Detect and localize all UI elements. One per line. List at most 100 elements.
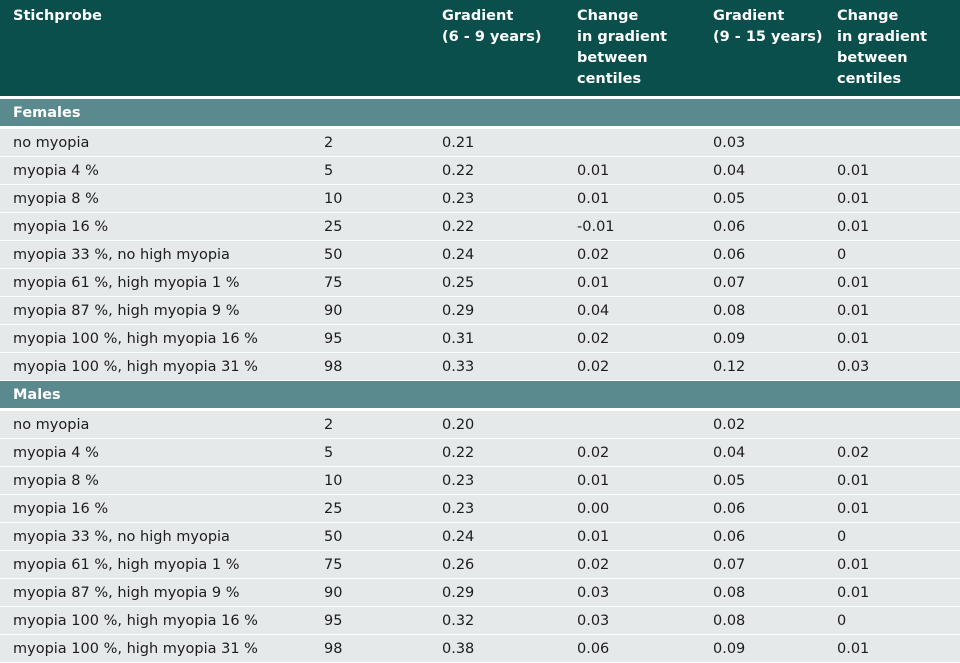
cell-gradient-9-15: 0.07 [700, 551, 835, 579]
header-line: Change [837, 8, 899, 24]
cell-change-9-15: 0.02 [835, 439, 960, 467]
section-title: Males [0, 381, 960, 411]
header-line: (6 - 9 years) [442, 29, 542, 45]
cell-centile: 25 [311, 213, 429, 241]
cell-sample: myopia 100 %, high myopia 16 % [0, 325, 311, 353]
header-line: in gradient [837, 29, 928, 45]
table-row: myopia 61 %, high myopia 1 % 75 0.25 0.01 0.… [0, 269, 960, 297]
cell-change-6-9: 0.01 [564, 185, 700, 213]
cell-centile: 75 [311, 551, 429, 579]
cell-gradient-9-15: 0.08 [700, 297, 835, 325]
cell-sample: myopia 87 %, high myopia 9 % [0, 297, 311, 325]
cell-sample: myopia 4 % [0, 157, 311, 185]
cell-gradient-6-9: 0.23 [429, 495, 564, 523]
cell-gradient-6-9: 0.25 [429, 269, 564, 297]
cell-change-9-15: 0.01 [835, 157, 960, 185]
cell-change-6-9: 0.06 [564, 635, 700, 663]
cell-gradient-6-9: 0.29 [429, 579, 564, 607]
cell-centile: 98 [311, 635, 429, 663]
header-line: centiles [577, 71, 642, 87]
cell-gradient-9-15: 0.05 [700, 467, 835, 495]
cell-gradient-9-15: 0.04 [700, 157, 835, 185]
header-change-6-9: Change in gradient between centiles [564, 0, 700, 99]
cell-gradient-9-15: 0.07 [700, 269, 835, 297]
cell-change-9-15 [835, 129, 960, 157]
cell-change-6-9: 0.02 [564, 241, 700, 269]
cell-sample: myopia 61 %, high myopia 1 % [0, 551, 311, 579]
cell-sample: myopia 61 %, high myopia 1 % [0, 269, 311, 297]
table-row: myopia 100 %, high myopia 31 % 98 0.33 0.02… [0, 353, 960, 381]
header-change-9-15: Change in gradient between centiles [835, 0, 960, 99]
header-gradient-6-9: Gradient (6 - 9 years) [429, 0, 564, 99]
cell-gradient-6-9: 0.31 [429, 325, 564, 353]
cell-sample: myopia 8 % [0, 185, 311, 213]
cell-centile: 10 [311, 185, 429, 213]
cell-gradient-9-15: 0.08 [700, 579, 835, 607]
cell-change-9-15: 0.01 [835, 635, 960, 663]
header-line: (9 - 15 years) [713, 29, 823, 45]
cell-gradient-9-15: 0.05 [700, 185, 835, 213]
cell-change-9-15: 0.01 [835, 213, 960, 241]
section-row: Females [0, 99, 960, 129]
table-row: no myopia 2 0.20 0.02 [0, 411, 960, 439]
header-line: in gradient [577, 29, 668, 45]
cell-change-9-15: 0.01 [835, 185, 960, 213]
cell-gradient-9-15: 0.04 [700, 439, 835, 467]
table-row: myopia 87 %, high myopia 9 % 90 0.29 0.03 0.… [0, 579, 960, 607]
cell-centile: 5 [311, 157, 429, 185]
table-row: myopia 16 % 25 0.23 0.00 0.06 0.01 [0, 495, 960, 523]
cell-change-9-15: 0 [835, 241, 960, 269]
cell-sample: myopia 100 %, high myopia 31 % [0, 353, 311, 381]
cell-gradient-9-15: 0.09 [700, 635, 835, 663]
table-body: Females no myopia 2 0.21 0.03 myopia 4 % 5 0.22… [0, 99, 960, 663]
cell-change-9-15: 0 [835, 607, 960, 635]
cell-gradient-9-15: 0.02 [700, 411, 835, 439]
header-sample: Stichprobe [0, 0, 311, 99]
cell-centile: 90 [311, 579, 429, 607]
cell-centile: 10 [311, 467, 429, 495]
cell-gradient-9-15: 0.06 [700, 523, 835, 551]
table-row: myopia 16 % 25 0.22 -0.01 0.06 0.01 [0, 213, 960, 241]
cell-centile: 50 [311, 523, 429, 551]
cell-centile: 75 [311, 269, 429, 297]
cell-gradient-6-9: 0.24 [429, 241, 564, 269]
cell-change-9-15: 0.01 [835, 579, 960, 607]
cell-centile: 90 [311, 297, 429, 325]
cell-sample: no myopia [0, 129, 311, 157]
cell-gradient-9-15: 0.06 [700, 213, 835, 241]
cell-centile: 25 [311, 495, 429, 523]
cell-sample: myopia 100 %, high myopia 31 % [0, 635, 311, 663]
cell-change-9-15: 0 [835, 523, 960, 551]
cell-change-6-9: 0.03 [564, 579, 700, 607]
table-row: myopia 87 %, high myopia 9 % 90 0.29 0.04 0.… [0, 297, 960, 325]
cell-gradient-9-15: 0.12 [700, 353, 835, 381]
cell-centile: 50 [311, 241, 429, 269]
header-row: Stichprobe Gradient (6 - 9 years) Change i… [0, 0, 960, 99]
cell-sample: myopia 16 % [0, 213, 311, 241]
cell-gradient-6-9: 0.21 [429, 129, 564, 157]
table-row: no myopia 2 0.21 0.03 [0, 129, 960, 157]
cell-gradient-6-9: 0.29 [429, 297, 564, 325]
cell-sample: no myopia [0, 411, 311, 439]
cell-gradient-6-9: 0.22 [429, 213, 564, 241]
header-centile [311, 0, 429, 99]
cell-change-9-15: 0.01 [835, 269, 960, 297]
cell-centile: 95 [311, 325, 429, 353]
cell-sample: myopia 8 % [0, 467, 311, 495]
table-row: myopia 8 % 10 0.23 0.01 0.05 0.01 [0, 185, 960, 213]
cell-change-9-15: 0.03 [835, 353, 960, 381]
cell-centile: 2 [311, 411, 429, 439]
header-line: Gradient [442, 8, 514, 24]
cell-gradient-6-9: 0.38 [429, 635, 564, 663]
cell-centile: 98 [311, 353, 429, 381]
cell-gradient-6-9: 0.23 [429, 185, 564, 213]
cell-change-9-15: 0.01 [835, 325, 960, 353]
cell-gradient-6-9: 0.22 [429, 157, 564, 185]
cell-change-6-9: 0.00 [564, 495, 700, 523]
cell-change-6-9: 0.02 [564, 325, 700, 353]
cell-gradient-6-9: 0.33 [429, 353, 564, 381]
cell-sample: myopia 100 %, high myopia 16 % [0, 607, 311, 635]
table-row: myopia 33 %, no high myopia 50 0.24 0.01 0.0… [0, 523, 960, 551]
cell-centile: 5 [311, 439, 429, 467]
